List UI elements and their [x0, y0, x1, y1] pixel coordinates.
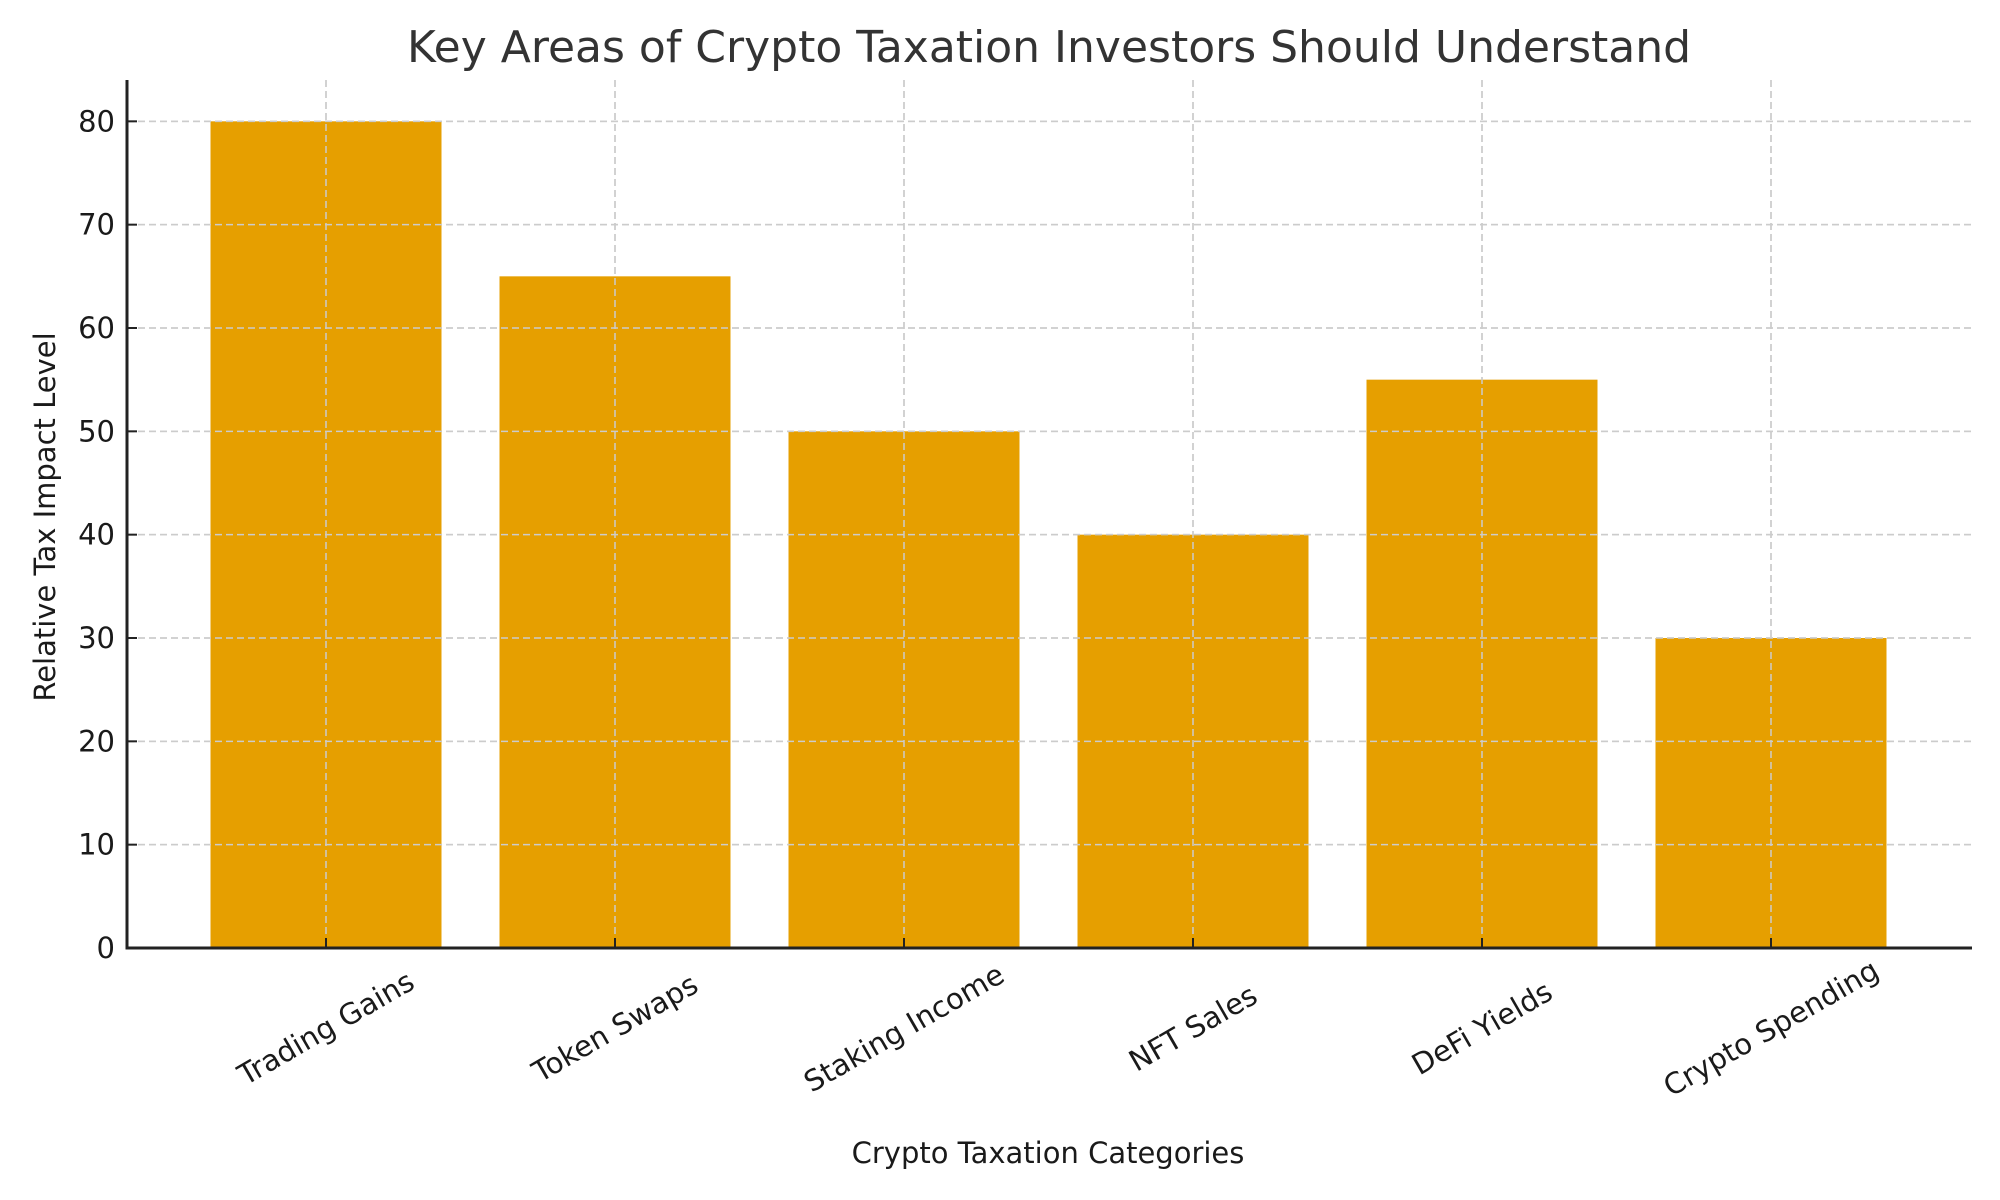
x-tick-label-group: Crypto Spending	[1658, 953, 1885, 1104]
y-tick-label: 40	[78, 518, 115, 552]
x-tick-label-group: DeFi Yields	[1406, 974, 1558, 1082]
y-ticks: 0 10 20 30 40 50 60 70 80	[78, 104, 137, 965]
x-tick-label-group: Token Swaps	[525, 967, 703, 1090]
chart-title: Key Areas of Crypto Taxation Investors S…	[407, 22, 1691, 73]
x-tick-label-group: NFT Sales	[1123, 978, 1263, 1078]
y-axis-label: Relative Tax Impact Level	[28, 332, 62, 701]
x-tick-label-group: Staking Income	[798, 957, 1010, 1099]
y-tick-label: 60	[78, 311, 115, 345]
x-tick-label-group: Trading Gains	[231, 964, 420, 1093]
x-tick-label: Trading Gains	[231, 964, 420, 1093]
x-ticks: Trading Gains Token Swaps Staking Income NF…	[231, 938, 1884, 1103]
y-tick-label: 70	[78, 208, 115, 242]
x-tick-label: Crypto Spending	[1658, 953, 1885, 1104]
x-tick-label: DeFi Yields	[1406, 974, 1558, 1082]
y-tick-label: 50	[78, 414, 115, 448]
y-tick-label: 10	[78, 828, 115, 862]
x-tick-label: Token Swaps	[525, 967, 703, 1090]
y-tick-label: 80	[78, 104, 115, 138]
x-tick-label: NFT Sales	[1123, 978, 1263, 1078]
y-tick-label: 20	[78, 724, 115, 758]
y-tick-label: 30	[78, 621, 115, 655]
x-tick-label: Staking Income	[798, 957, 1010, 1099]
bar-crypto-spending	[1655, 638, 1887, 948]
y-tick-label: 0	[97, 931, 115, 965]
bars	[127, 80, 1972, 949]
x-axis-label: Crypto Taxation Categories	[852, 1136, 1245, 1170]
